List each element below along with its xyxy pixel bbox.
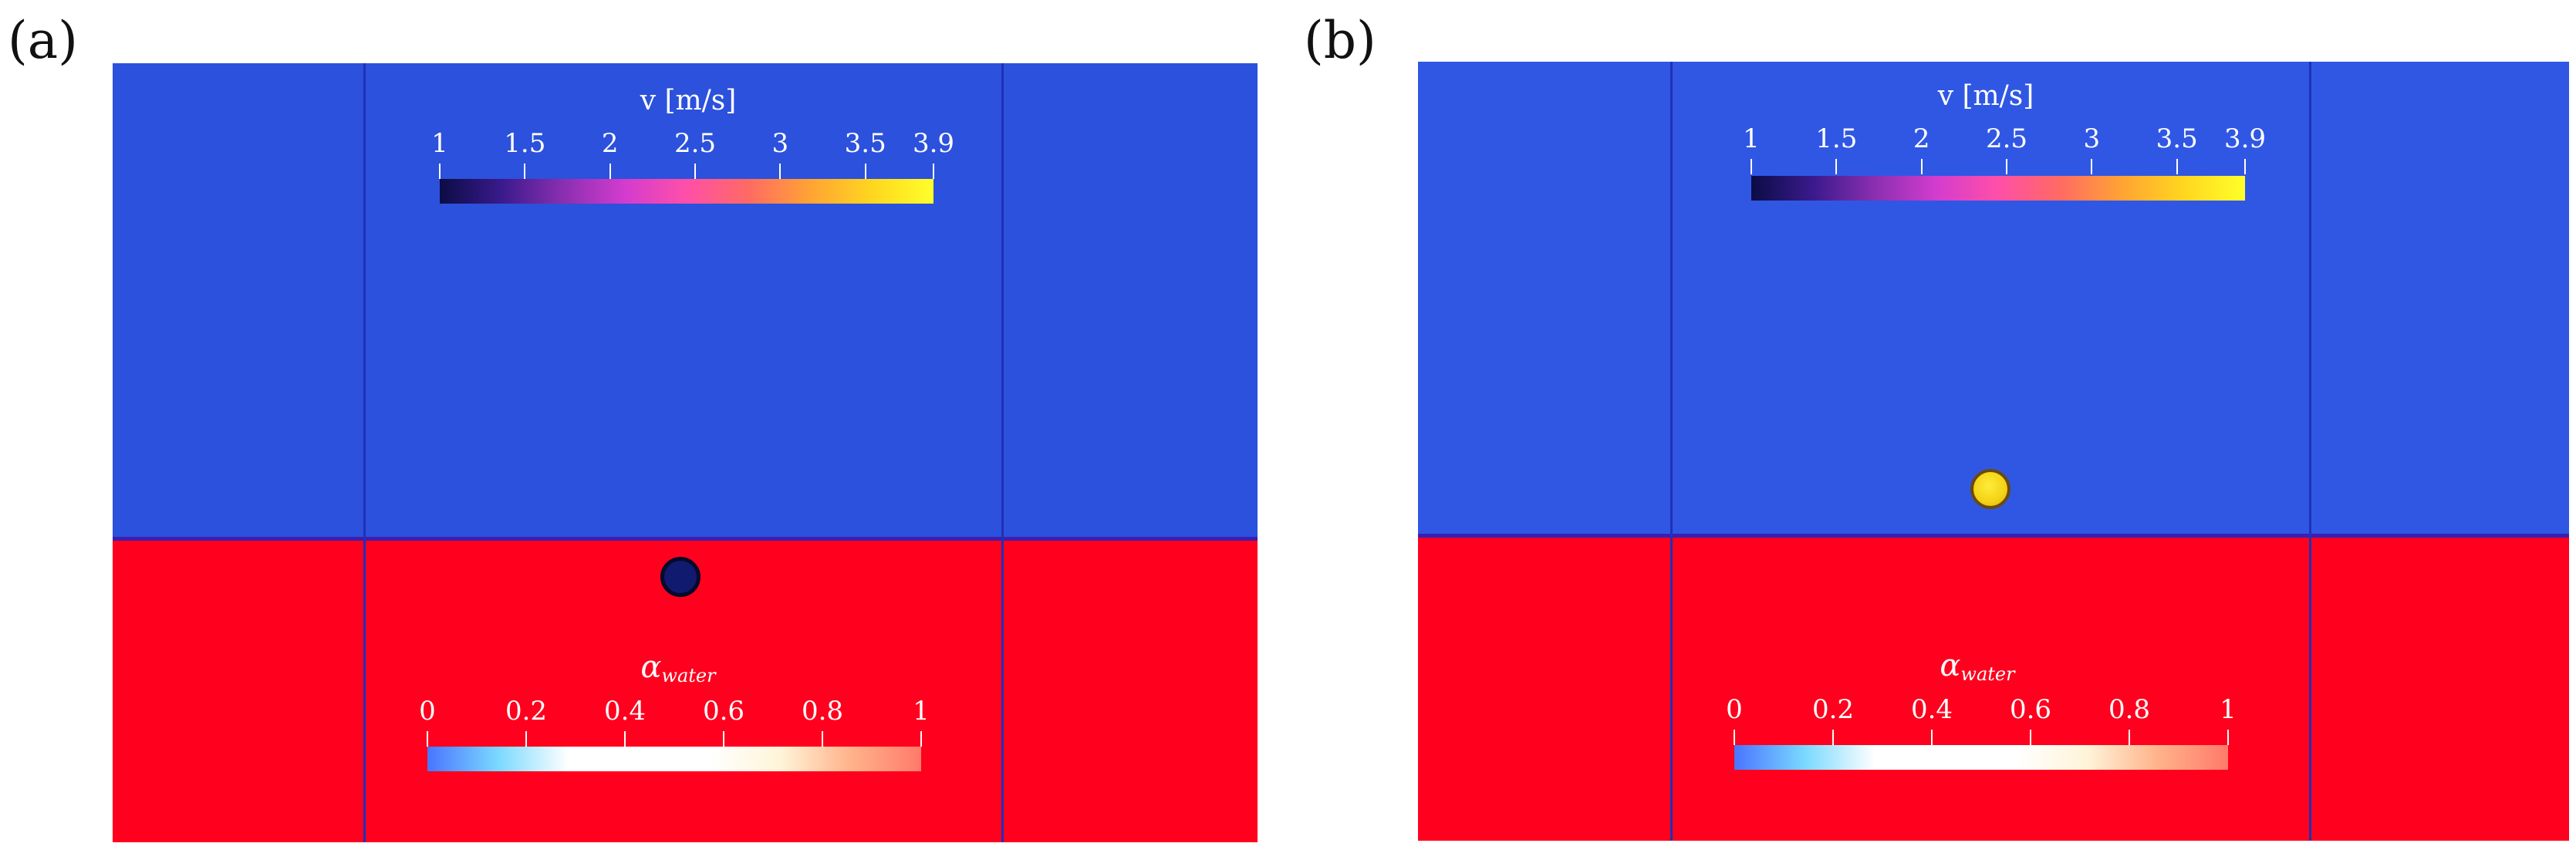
colorbar-tick-label: 0.4: [1910, 694, 1953, 725]
colorbar-tick-mark: [1832, 730, 1834, 745]
colorbar-tick-mark: [2176, 159, 2178, 174]
colorbar-tick-mark: [624, 731, 626, 747]
free-surface-interface: [1418, 534, 2569, 538]
colorbar-tick-mark: [933, 164, 934, 179]
alpha-water-colorbar: [427, 747, 921, 771]
colorbar-tick-mark: [2006, 159, 2008, 174]
colorbar-tick-mark: [822, 731, 823, 747]
colorbar-tick-label: 0.2: [1811, 694, 1855, 725]
colorbar-tick-mark: [439, 164, 441, 179]
colorbar-tick-mark: [1920, 159, 1923, 174]
colorbar-tick-label: 0: [1726, 694, 1743, 725]
colorbar-tick-mark: [524, 164, 526, 179]
panel-label-b: (b): [1304, 11, 1376, 70]
colorbar-tick-mark: [2129, 730, 2130, 745]
colorbar-tick-label: 3.9: [912, 128, 955, 159]
colorbar-tick-label: 2: [1913, 123, 1930, 154]
colorbar-tick-label: 1.5: [504, 128, 546, 159]
colorbar-tick-label: 2.5: [1985, 123, 2028, 154]
bubble-particle-b: [1970, 469, 2010, 509]
velocity-colorbar-title: v [m/s]: [1937, 80, 2034, 112]
alpha-water-colorbar: [1734, 745, 2228, 770]
alpha-subscript: water: [661, 665, 716, 686]
colorbar-tick-label: 0: [419, 696, 436, 727]
simulation-panel-b: v [m/s] αwater 1 1.5 2 2.5 3 3.5 3.9 0 0.2 0.4 0.6…: [1418, 62, 2569, 841]
velocity-colorbar: [440, 179, 934, 204]
alpha-subscript: water: [1960, 663, 2015, 685]
bubble-particle-a: [660, 557, 701, 597]
colorbar-tick-label: 3.9: [2223, 123, 2267, 154]
colorbar-tick-label: 1: [913, 696, 930, 727]
water-region: [1418, 535, 2569, 841]
domain-boundary-left: [363, 63, 366, 842]
panel-label-a: (a): [8, 11, 78, 70]
colorbar-tick-mark: [1734, 730, 1735, 745]
colorbar-tick-mark: [2244, 159, 2246, 174]
colorbar-tick-label: 1.5: [1815, 123, 1858, 154]
colorbar-tick-mark: [2030, 730, 2031, 745]
colorbar-tick-mark: [694, 164, 697, 179]
domain-boundary-right: [1001, 63, 1004, 842]
colorbar-tick-mark: [779, 164, 782, 179]
colorbar-tick-mark: [1931, 730, 1933, 745]
colorbar-tick-label: 3: [771, 128, 789, 159]
colorbar-tick-label: 0.6: [702, 696, 745, 727]
colorbar-tick-label: 2.5: [674, 128, 717, 159]
velocity-colorbar: [1751, 176, 2245, 201]
alpha-water-colorbar-title: αwater: [1940, 648, 2014, 685]
colorbar-tick-mark: [427, 731, 428, 747]
colorbar-tick-mark: [1751, 159, 1752, 174]
colorbar-tick-mark: [609, 164, 611, 179]
colorbar-tick-label: 0.8: [801, 696, 844, 727]
colorbar-tick-mark: [525, 731, 527, 747]
alpha-water-colorbar-title: αwater: [640, 649, 715, 686]
colorbar-tick-label: 3.5: [2156, 123, 2198, 154]
free-surface-interface: [113, 537, 1258, 541]
colorbar-tick-mark: [864, 164, 866, 179]
colorbar-tick-label: 3.5: [844, 128, 886, 159]
colorbar-tick-label: 2: [601, 128, 619, 159]
colorbar-tick-label: 0.2: [505, 696, 548, 727]
colorbar-tick-label: 1: [2220, 694, 2237, 725]
air-region: [113, 63, 1258, 538]
velocity-colorbar-title: v [m/s]: [640, 85, 737, 116]
air-region: [1418, 62, 2569, 535]
alpha-symbol: α: [640, 649, 662, 685]
colorbar-tick-mark: [2091, 159, 2093, 174]
domain-boundary-left: [1670, 62, 1673, 841]
colorbar-tick-mark: [1835, 159, 1838, 174]
colorbar-tick-mark: [2227, 730, 2229, 745]
colorbar-tick-label: 0.8: [2108, 694, 2151, 725]
colorbar-tick-label: 1: [431, 128, 448, 159]
colorbar-tick-label: 0.6: [2009, 694, 2052, 725]
simulation-panel-a: v [m/s] αwater 1 1.5 2 2.5 3 3.5 3.9 0 0.2 0.4 0.6…: [113, 63, 1258, 842]
alpha-symbol: α: [1940, 648, 1961, 683]
colorbar-tick-label: 1: [1743, 123, 1760, 154]
colorbar-tick-label: 3: [2083, 123, 2101, 154]
colorbar-tick-mark: [920, 731, 922, 747]
colorbar-tick-mark: [723, 731, 724, 747]
domain-boundary-right: [2309, 62, 2311, 841]
colorbar-tick-label: 0.4: [603, 696, 647, 727]
